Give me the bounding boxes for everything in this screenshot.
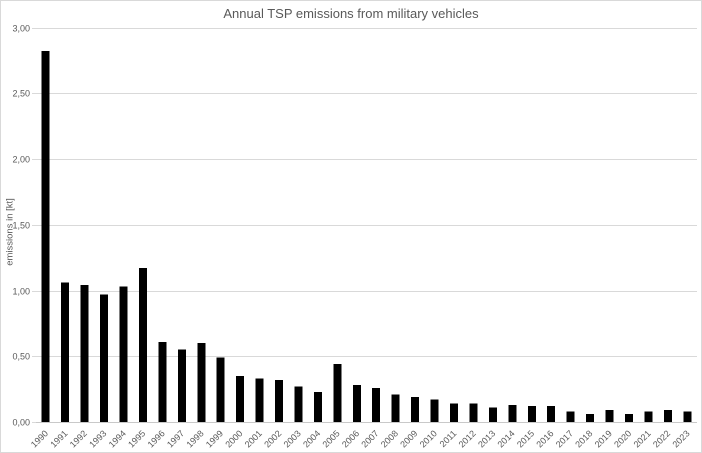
- y-axis-tick-label: 1,00: [12, 287, 30, 297]
- x-axis-tick-label: 1992: [68, 428, 89, 449]
- bar: [566, 411, 575, 422]
- x-axis-tick-label: 2005: [321, 428, 342, 449]
- x-axis-tick-label: 2001: [243, 428, 264, 449]
- x-axis-tick-label: 2002: [262, 428, 283, 449]
- x-axis-tick-label: 2013: [476, 428, 497, 449]
- y-axis-tick-label: 0,50: [12, 352, 30, 362]
- x-axis-tick-label: 2023: [670, 428, 691, 449]
- x-axis-tick-label: 2020: [612, 428, 633, 449]
- x-axis-tick-label: 2012: [457, 428, 478, 449]
- bar: [119, 286, 128, 422]
- x-axis-tick-label: 2006: [340, 428, 361, 449]
- x-axis-tick-label: 2015: [515, 428, 536, 449]
- x-axis-tick-label: 2016: [534, 428, 555, 449]
- x-axis-tick-label: 1994: [107, 428, 128, 449]
- bar: [508, 404, 517, 422]
- bar: [352, 385, 361, 422]
- x-axis-tick-label: 1998: [184, 428, 205, 449]
- bar: [177, 349, 186, 422]
- bar: [644, 411, 653, 422]
- bar: [294, 386, 303, 422]
- bar: [216, 357, 225, 422]
- bar: [158, 341, 167, 422]
- x-axis-tick-label: 2003: [282, 428, 303, 449]
- bar: [100, 294, 108, 422]
- bar: [197, 343, 206, 422]
- x-axis-tick-label: 2019: [593, 428, 614, 449]
- bar: [313, 391, 322, 422]
- y-axis-tick-label: 0,00: [12, 418, 30, 428]
- x-axis-tick-label: 2010: [418, 428, 439, 449]
- x-axis-tick-label: 2017: [554, 428, 575, 449]
- y-axis-tick-label: 2,00: [12, 155, 30, 165]
- bar: [411, 397, 420, 422]
- x-axis-tick-label: 2022: [651, 428, 672, 449]
- bar: [683, 411, 692, 422]
- x-axis-tick-label: 2007: [359, 428, 380, 449]
- bar: [450, 403, 458, 422]
- bar: [236, 376, 245, 422]
- x-axis-tick-label: 2021: [632, 428, 653, 449]
- bar: [138, 268, 147, 422]
- bar: [333, 364, 342, 422]
- bar: [255, 378, 264, 422]
- bar: [61, 282, 70, 422]
- bar: [41, 51, 50, 422]
- x-axis-tick-label: 2018: [573, 428, 594, 449]
- x-axis-tick-label: 2000: [223, 428, 244, 449]
- x-axis-tick-label: 1995: [126, 428, 147, 449]
- bar: [547, 406, 556, 422]
- bar: [625, 414, 633, 422]
- y-axis-tick-label: 1,50: [12, 221, 30, 231]
- x-axis-tick-label: 1993: [87, 428, 108, 449]
- x-axis-tick-label: 1999: [204, 428, 225, 449]
- bar: [275, 379, 283, 422]
- x-axis-tick-label: 2014: [495, 428, 516, 449]
- x-axis-tick-label: 2011: [438, 428, 459, 449]
- x-axis-tick-label: 1990: [29, 428, 50, 449]
- x-axis-tick-label: 1996: [146, 428, 167, 449]
- x-axis-tick-label: 1997: [165, 428, 186, 449]
- bar: [605, 410, 614, 422]
- bar: [80, 285, 89, 422]
- chart-title: Annual TSP emissions from military vehic…: [223, 6, 479, 21]
- bar: [586, 414, 595, 422]
- bar: [488, 407, 497, 422]
- bar: [430, 399, 439, 422]
- x-axis-tick-label: 2009: [398, 428, 419, 449]
- bar: [663, 410, 672, 422]
- x-axis-tick-label: 2008: [379, 428, 400, 449]
- x-axis-tick-label: 1991: [48, 428, 69, 449]
- y-axis-tick-label: 3,00: [12, 24, 30, 34]
- bar: [527, 406, 536, 422]
- bar: [469, 403, 478, 422]
- y-axis-tick-label: 2,50: [12, 89, 30, 99]
- bar: [391, 394, 400, 422]
- x-axis-tick-label: 2004: [301, 428, 322, 449]
- bar: [372, 387, 381, 422]
